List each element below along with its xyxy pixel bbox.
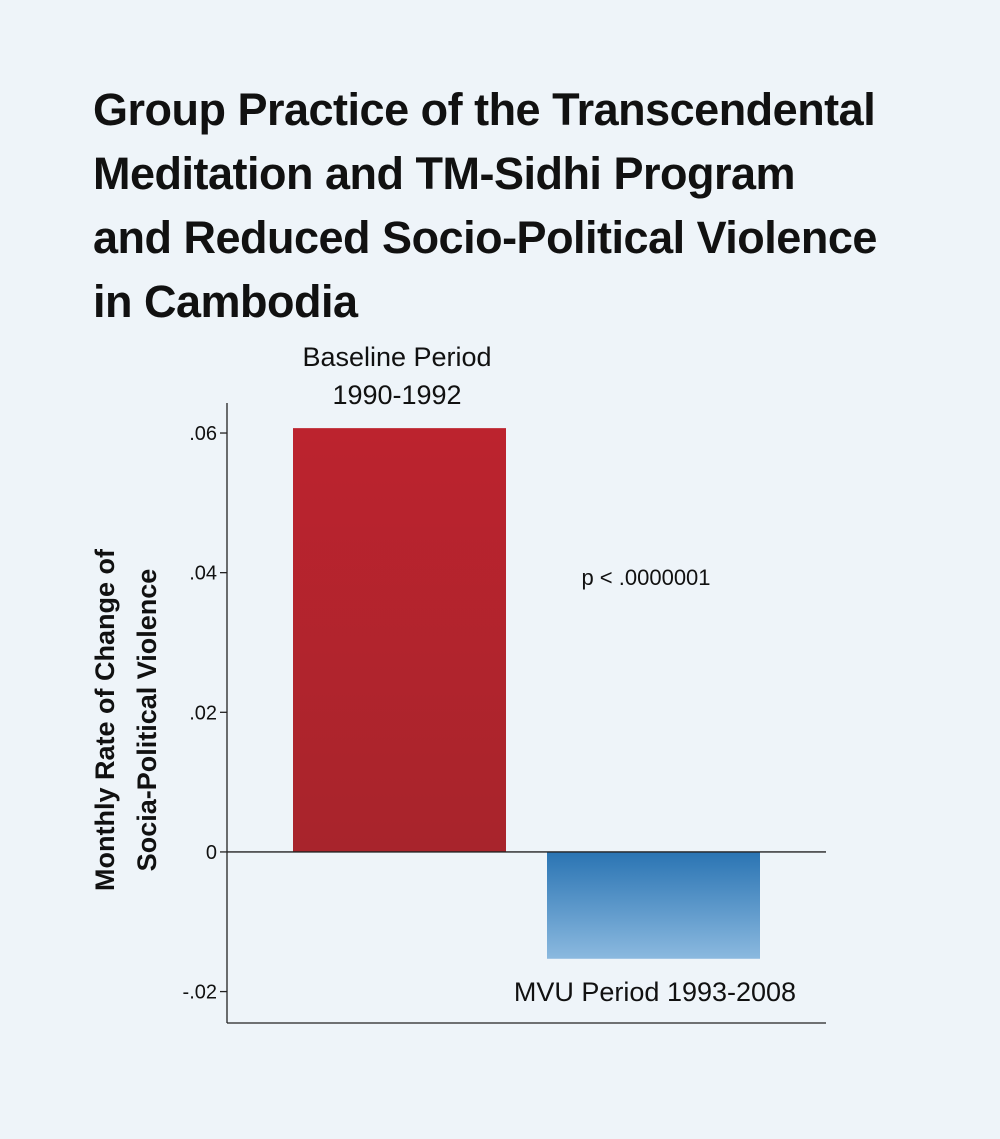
chart-title-line-1: Group Practice of the Transcendental [93, 84, 876, 135]
bar-label-mvu-line-1: MVU Period 1993-2008 [514, 977, 796, 1007]
y-tick-label-3: 0 [206, 842, 217, 864]
y-tick-label-0: .06 [189, 423, 217, 445]
bar-label-baseline-line-2: 1990-1992 [332, 380, 461, 410]
plot-area: .06 .04 .02 0 -.02 Baseline Period 1990-1992 MV… [183, 342, 826, 1024]
bar-label-baseline-line-1: Baseline Period [302, 342, 491, 372]
y-axis-title-line-2: Socia-Political Violence [132, 569, 162, 872]
y-tick-label-1: .04 [189, 563, 217, 585]
bar-mvu [547, 851, 760, 959]
y-tick-label-4: -.02 [183, 982, 217, 1004]
chart-title-line-3: and Reduced Socio-Political Violence [93, 212, 877, 263]
y-tick-label-2: .02 [189, 702, 217, 724]
chart-title: Group Practice of the Transcendental Med… [93, 78, 973, 334]
chart-title-line-4: in Cambodia [93, 276, 358, 327]
chart-title-line-2: Meditation and TM-Sidhi Program [93, 148, 796, 199]
p-value-annotation: p < .0000001 [581, 565, 710, 590]
bar-baseline [293, 428, 506, 852]
y-axis-title: Monthly Rate of Change of Socia-Politica… [90, 548, 162, 891]
y-axis-title-line-1: Monthly Rate of Change of [90, 548, 120, 891]
